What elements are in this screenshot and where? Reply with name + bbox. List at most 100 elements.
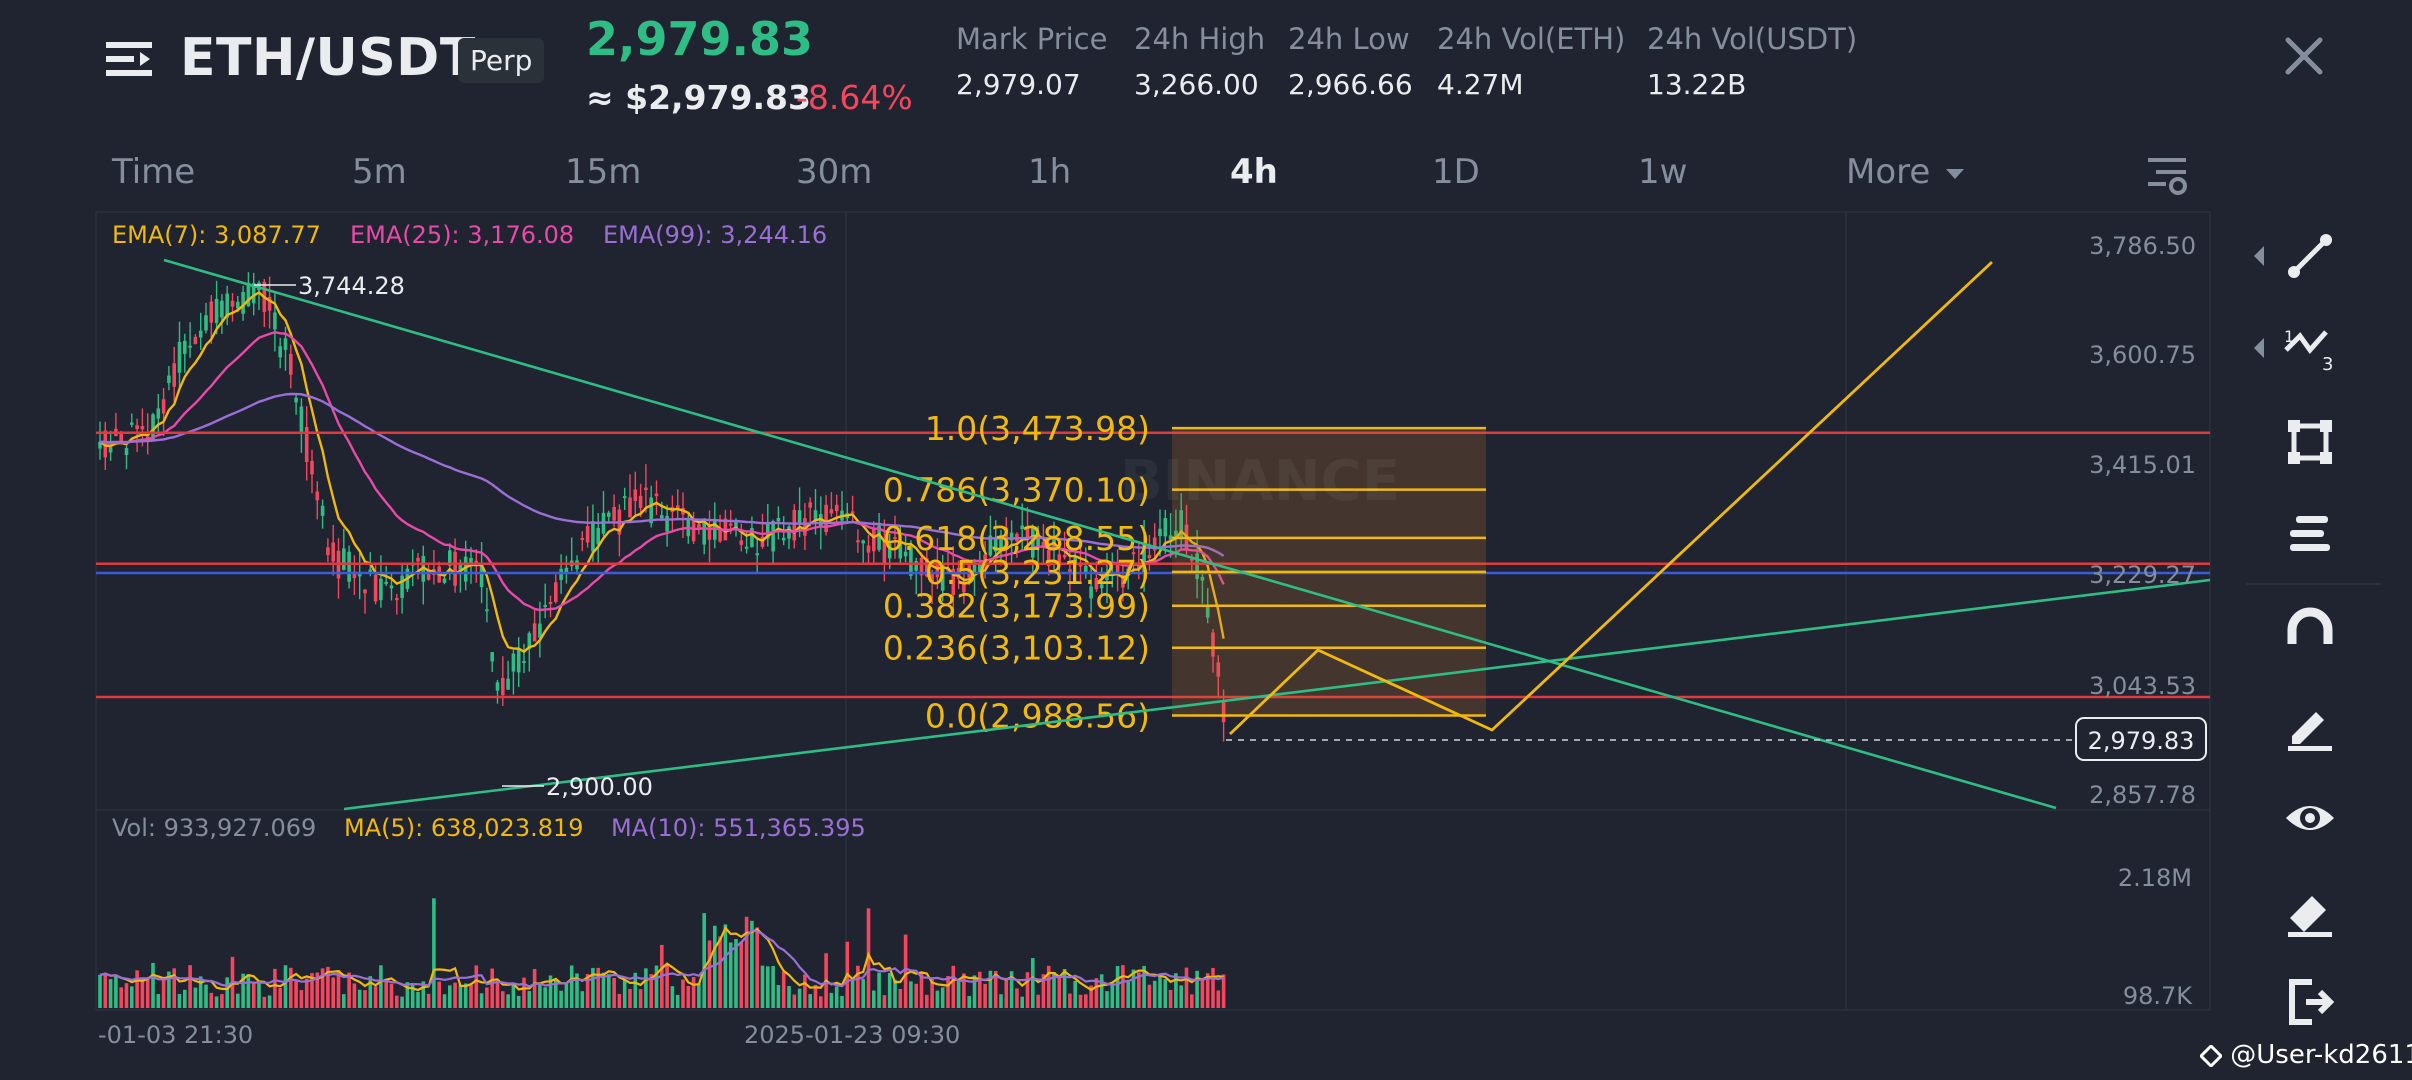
candle-body — [585, 526, 590, 543]
volume-bar — [410, 983, 415, 1008]
candle-body — [522, 661, 526, 664]
eraser-icon[interactable] — [2282, 884, 2338, 940]
candle-body — [1031, 528, 1035, 558]
fib-level-label: 0.382(3,173.99) — [883, 587, 1150, 626]
candle-body — [511, 653, 516, 672]
tab-more[interactable]: More — [1846, 152, 1965, 192]
ascending-trendline — [343, 578, 2211, 811]
candle-body — [834, 504, 839, 512]
volume-bar — [294, 980, 298, 1008]
candle-body — [1094, 578, 1099, 590]
candle-body — [130, 422, 134, 425]
volume-axis-tick: 98.7K — [2123, 982, 2193, 1010]
trading-pair-title[interactable]: ETH/USDT — [180, 28, 476, 88]
candle-body — [771, 521, 775, 552]
tab-time[interactable]: Time — [112, 152, 196, 192]
fib-level-label: 0.5(3,231.27) — [925, 553, 1150, 592]
volume-bar — [1115, 966, 1120, 1008]
candle-body — [479, 564, 484, 587]
volume-bar — [877, 972, 881, 1008]
low-marker-label: 2,900.00 — [546, 773, 653, 801]
trendline-tool-icon[interactable] — [2282, 228, 2338, 284]
candle-body — [98, 441, 102, 449]
magnet-icon[interactable] — [2282, 604, 2338, 660]
shape-tool-icon[interactable] — [2282, 414, 2338, 470]
stat-label: 24h High — [1134, 22, 1266, 56]
stat-value: 2,966.66 — [1288, 68, 1413, 101]
tab-4h[interactable]: 4h — [1230, 152, 1278, 192]
tab-15m[interactable]: 15m — [565, 152, 642, 192]
candle-body — [501, 677, 505, 696]
volume-bar — [220, 994, 224, 1008]
stat-label: 24h Low — [1288, 22, 1410, 56]
candle-body — [379, 578, 383, 601]
candle-body — [972, 562, 977, 573]
submenu-arrow-icon[interactable] — [2252, 245, 2266, 267]
candle-body — [866, 545, 871, 553]
candle-body — [580, 538, 585, 541]
submenu-arrow-icon[interactable] — [2252, 337, 2266, 359]
candle-body — [1216, 662, 1221, 677]
volume-bar — [1195, 970, 1199, 1008]
volume-bar — [315, 972, 320, 1008]
candle-body — [294, 397, 298, 403]
fibonacci-retracement[interactable]: 1.0(3,473.98) 0.786(3,370.10) 0.618(3,288.… — [883, 409, 1486, 736]
chart-settings-icon[interactable] — [2146, 154, 2188, 196]
price-axis-tick: 3,786.50 — [2089, 232, 2196, 260]
volume-bar — [389, 983, 394, 1008]
volume-bar — [988, 970, 993, 1008]
candle-body — [554, 582, 558, 602]
close-icon[interactable] — [2284, 36, 2324, 76]
candle-body — [315, 491, 320, 501]
volume-bar — [861, 979, 865, 1008]
candle-body — [1163, 517, 1168, 537]
pencil-icon[interactable] — [2282, 698, 2338, 754]
candle-body — [469, 557, 473, 565]
fibonacci-tool-icon[interactable] — [2282, 506, 2338, 562]
volume-bar — [596, 967, 600, 1008]
volume-bar — [108, 979, 113, 1008]
volume-bar — [463, 983, 468, 1008]
last-price-tag-label: 2,979.83 — [2088, 727, 2195, 755]
trendlines[interactable] — [163, 258, 2211, 811]
volume-bar — [803, 974, 807, 1008]
volume-bar — [644, 968, 648, 1008]
exit-icon[interactable] — [2282, 974, 2338, 1030]
pattern-tool-icon[interactable]: 1 3 — [2282, 320, 2338, 376]
volume-bar — [638, 989, 643, 1008]
candle-body — [241, 292, 245, 314]
volume-bar — [718, 936, 722, 1008]
candle-body — [161, 399, 166, 414]
tab-30m[interactable]: 30m — [796, 152, 873, 192]
candle-body — [310, 461, 314, 475]
volume-bar — [543, 987, 547, 1008]
volume-bar — [1200, 978, 1205, 1008]
volume-bar — [1073, 980, 1077, 1008]
eye-icon[interactable] — [2282, 790, 2338, 846]
volume-bar — [453, 982, 457, 1008]
candle-body — [1121, 575, 1125, 588]
tab-1d[interactable]: 1D — [1432, 152, 1480, 192]
tab-1w[interactable]: 1w — [1638, 152, 1688, 192]
candle-body — [1084, 565, 1088, 573]
candle-body — [495, 682, 500, 691]
volume-bar — [384, 980, 388, 1008]
candle-body — [363, 589, 367, 594]
volume-bar — [797, 988, 802, 1008]
menu-icon[interactable] — [106, 36, 156, 86]
tab-1h[interactable]: 1h — [1028, 152, 1072, 192]
approx-usd-price: ≈ $2,979.83 — [586, 78, 811, 117]
candle-body — [872, 528, 876, 552]
volume-bar — [681, 979, 685, 1008]
volume-bar — [548, 975, 553, 1008]
volume-bar — [469, 984, 473, 1008]
descending-trendline — [163, 258, 2057, 810]
tab-5m[interactable]: 5m — [352, 152, 407, 192]
volume-bar — [909, 981, 913, 1008]
volume-bar — [310, 973, 314, 1008]
candle-body — [903, 551, 908, 557]
volume-bar — [1052, 972, 1056, 1008]
volume-bar — [940, 987, 945, 1008]
volume-bar — [103, 972, 108, 1008]
